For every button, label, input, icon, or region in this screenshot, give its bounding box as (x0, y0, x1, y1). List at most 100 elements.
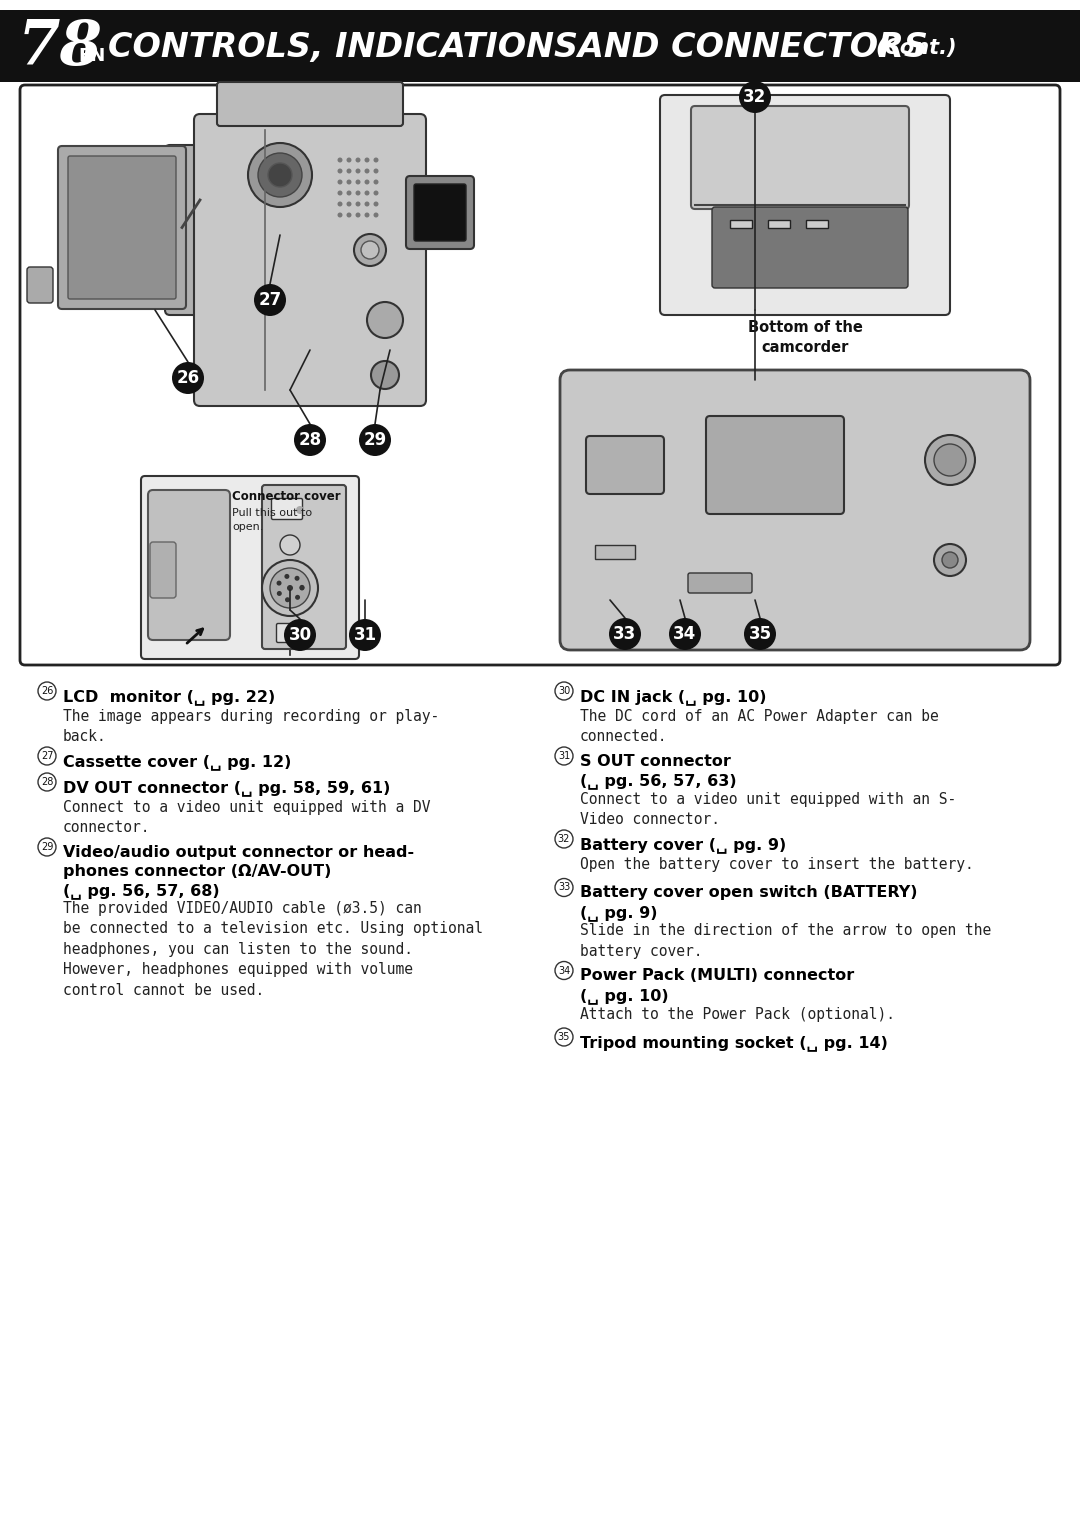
Text: 30: 30 (288, 625, 311, 644)
Circle shape (337, 213, 342, 218)
FancyBboxPatch shape (58, 146, 186, 310)
Bar (807, 11, 810, 81)
Bar (273, 11, 278, 81)
Bar (554, 11, 558, 81)
Bar (778, 11, 781, 81)
Bar (932, 11, 936, 81)
Circle shape (555, 878, 573, 897)
Bar (464, 11, 468, 81)
Bar (410, 11, 414, 81)
Circle shape (295, 576, 299, 581)
Bar (198, 11, 202, 81)
Text: 78: 78 (18, 18, 103, 78)
Bar (440, 11, 443, 81)
Bar (518, 11, 522, 81)
Circle shape (365, 190, 369, 196)
Bar (396, 11, 400, 81)
Bar (684, 11, 688, 81)
Bar (788, 11, 792, 81)
Bar (670, 11, 673, 81)
Text: 35: 35 (748, 625, 771, 642)
Bar (22, 11, 25, 81)
Bar (785, 11, 788, 81)
Bar (508, 11, 511, 81)
Circle shape (294, 425, 326, 455)
Circle shape (347, 213, 351, 218)
Bar (133, 11, 137, 81)
Circle shape (38, 682, 56, 701)
Bar (386, 11, 389, 81)
Bar (497, 11, 500, 81)
Circle shape (374, 213, 378, 218)
Bar (32, 11, 36, 81)
Circle shape (355, 158, 361, 162)
FancyBboxPatch shape (406, 176, 474, 248)
Bar (796, 11, 799, 81)
Bar (688, 11, 691, 81)
Bar (500, 11, 504, 81)
Bar (1001, 11, 1004, 81)
Circle shape (374, 179, 378, 184)
Bar (753, 11, 756, 81)
Bar (724, 11, 727, 81)
Bar (943, 11, 947, 81)
Bar (915, 11, 918, 81)
Bar (313, 11, 316, 81)
Bar (975, 11, 980, 81)
Bar (961, 11, 964, 81)
Circle shape (276, 581, 282, 586)
Bar (673, 11, 677, 81)
Bar (403, 11, 407, 81)
Bar (151, 11, 154, 81)
Bar (608, 11, 612, 81)
Bar (389, 11, 392, 81)
Circle shape (280, 535, 300, 555)
Text: EN: EN (78, 48, 105, 64)
Text: Connect to a video unit equipped with a DV
connector.: Connect to a video unit equipped with a … (63, 800, 431, 835)
Bar (327, 11, 332, 81)
FancyBboxPatch shape (262, 484, 346, 648)
Circle shape (347, 201, 351, 207)
Bar (691, 11, 694, 81)
Bar (875, 11, 878, 81)
Bar (295, 11, 299, 81)
Circle shape (555, 829, 573, 848)
Bar (306, 11, 310, 81)
Circle shape (354, 235, 386, 267)
Circle shape (38, 773, 56, 791)
Text: Attach to the Power Pack (optional).: Attach to the Power Pack (optional). (580, 1007, 895, 1021)
FancyBboxPatch shape (21, 84, 1059, 665)
Bar (238, 11, 241, 81)
FancyBboxPatch shape (712, 207, 908, 288)
Bar (1072, 11, 1077, 81)
Bar (734, 11, 738, 81)
Bar (310, 11, 313, 81)
Bar (602, 11, 605, 81)
Bar (511, 11, 515, 81)
Text: The image appears during recording or play-
back.: The image appears during recording or pl… (63, 708, 440, 745)
Bar (720, 11, 724, 81)
Bar (1066, 11, 1069, 81)
Circle shape (285, 598, 291, 602)
Bar (716, 11, 720, 81)
Circle shape (934, 544, 966, 576)
Circle shape (555, 961, 573, 980)
Bar (154, 11, 159, 81)
Bar (748, 11, 753, 81)
Bar (342, 11, 346, 81)
Circle shape (669, 618, 701, 650)
Bar (1037, 11, 1040, 81)
Bar (595, 546, 635, 560)
Bar (630, 11, 634, 81)
Bar (904, 11, 907, 81)
Bar (699, 11, 702, 81)
Text: Slide in the direction of the arrow to open the
battery cover.: Slide in the direction of the arrow to o… (580, 923, 991, 960)
Bar (727, 11, 731, 81)
Bar (745, 11, 748, 81)
Text: Tripod mounting socket (␣ pg. 14): Tripod mounting socket (␣ pg. 14) (580, 1035, 888, 1050)
Bar (8, 11, 11, 81)
FancyBboxPatch shape (561, 369, 1030, 650)
Bar (248, 11, 252, 81)
Bar (529, 11, 532, 81)
Bar (645, 11, 648, 81)
